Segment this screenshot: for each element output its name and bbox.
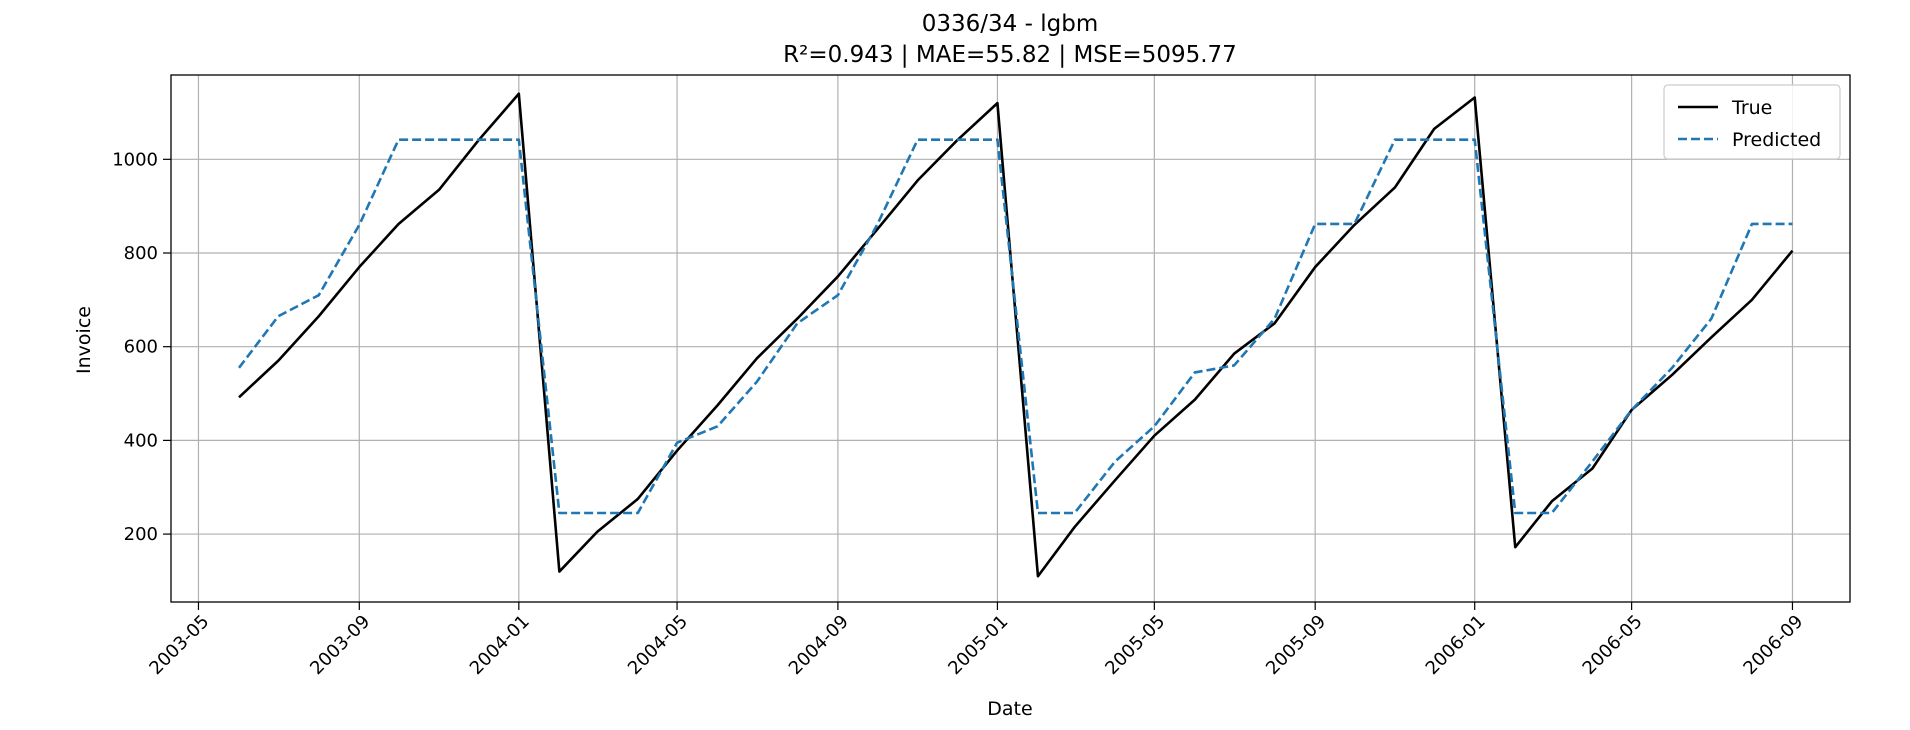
x-tick-label: 2003-09 xyxy=(306,611,374,679)
legend: True Predicted xyxy=(1664,85,1840,159)
x-tick-label: 2005-05 xyxy=(1101,611,1169,679)
y-tick-label: 600 xyxy=(124,337,158,358)
x-tick-label: 2005-01 xyxy=(944,611,1012,679)
series-line-true xyxy=(239,94,1792,577)
legend-label-true: True xyxy=(1731,97,1772,119)
plot-frame xyxy=(171,75,1850,602)
y-axis-label: Invoice xyxy=(73,306,95,374)
x-tick-label: 2006-01 xyxy=(1422,611,1490,679)
x-tick-label: 2004-09 xyxy=(785,611,853,679)
x-tick-label: 2003-05 xyxy=(145,611,213,679)
y-tick-label: 200 xyxy=(124,524,158,545)
y-tick-label: 800 xyxy=(124,243,158,264)
axes: 2003-05 2003-09 2004-01 2004-05 2004-09 2005-… xyxy=(112,75,1850,679)
grid xyxy=(171,75,1850,602)
chart-subtitle: R²=0.943 | MAE=55.82 | MSE=5095.77 xyxy=(783,42,1237,68)
x-tick-label: 2006-05 xyxy=(1579,611,1647,679)
x-tick-label: 2004-01 xyxy=(466,611,534,679)
x-axis-label: Date xyxy=(987,698,1032,720)
chart-title: 0336/34 - lgbm xyxy=(922,11,1098,37)
x-tick-label: 2005-09 xyxy=(1262,611,1330,679)
x-tick-label: 2004-05 xyxy=(624,611,692,679)
series-lines xyxy=(239,94,1792,577)
x-tick-label: 2006-09 xyxy=(1739,611,1807,679)
y-tick-label: 1000 xyxy=(112,149,158,170)
y-tick-label: 400 xyxy=(124,430,158,451)
legend-label-predicted: Predicted xyxy=(1732,129,1821,151)
